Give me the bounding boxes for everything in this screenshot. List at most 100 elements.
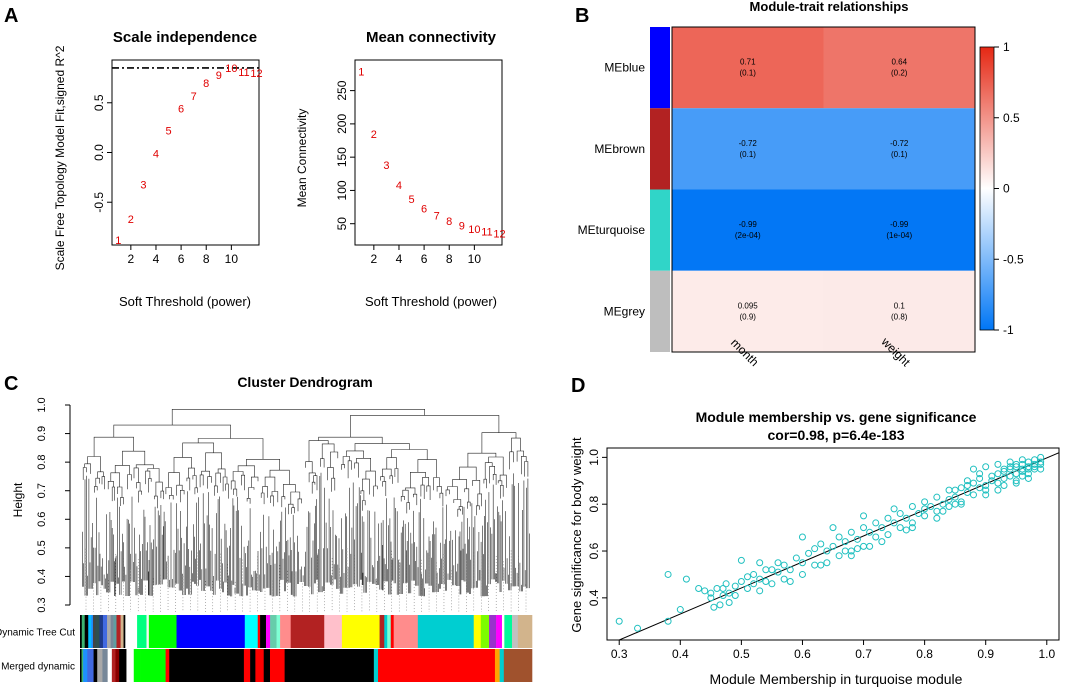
module-color-segment	[83, 649, 88, 682]
gene-point	[847, 528, 855, 536]
module-color-segment	[269, 649, 285, 682]
x-tick-label: 0.7	[855, 647, 872, 661]
power-point: 10	[225, 63, 237, 75]
power-point: 6	[421, 203, 427, 215]
module-color-segment	[102, 615, 108, 648]
power-point: 9	[216, 70, 222, 82]
module-color-segment	[120, 615, 124, 648]
gene-point	[1031, 456, 1039, 464]
module-color-segment	[393, 615, 419, 648]
gene-point	[841, 547, 849, 555]
module-color-segment	[137, 615, 147, 648]
module-color-segment	[119, 649, 127, 682]
module-color-swatch	[650, 189, 670, 271]
y-tick-label: 50	[335, 217, 349, 231]
cluster-dendrogram: 0.3 0.4 0.5 0.6 0.7 0.8 0.9 1.0 Dynamic Tree Cut…	[0, 397, 533, 682]
y-tick-label: 0.0	[92, 144, 106, 161]
x-tick-label: 0.4	[672, 647, 689, 661]
panel-d-label: D	[571, 375, 585, 397]
module-label: MEblue	[604, 61, 645, 75]
module-color-segment	[257, 615, 261, 648]
x-tick-label: 8	[203, 252, 210, 266]
power-point: 3	[383, 160, 389, 172]
module-color-segment	[280, 615, 291, 648]
heatmap-cell	[823, 189, 975, 271]
plot-area	[615, 452, 1059, 640]
gene-point	[957, 484, 965, 492]
gene-point	[1024, 463, 1032, 471]
x-tick-label: 4	[396, 252, 403, 266]
gene-point	[774, 568, 782, 576]
module-color-segment	[489, 615, 497, 648]
gene-point	[890, 519, 898, 527]
gene-point	[798, 533, 806, 541]
gene-point	[957, 498, 965, 506]
scale-independence-title: Scale independence	[113, 29, 257, 46]
gene-point	[664, 617, 672, 625]
gene-point	[743, 584, 751, 592]
gene-point	[860, 524, 868, 532]
gene-point	[1031, 460, 1039, 468]
x-tick-label: 1.0	[1038, 647, 1055, 661]
module-color-segment	[384, 615, 388, 648]
y-tick-label: 0.4	[587, 589, 601, 606]
heatmap-cell	[672, 270, 824, 352]
module-color-segment	[95, 615, 100, 648]
module-label: MEgrey	[604, 304, 645, 318]
y-tick-label: 1.0	[36, 397, 48, 412]
legend-tick-label: 1	[1003, 40, 1010, 54]
gene-point	[1012, 460, 1020, 468]
gene-point	[792, 554, 800, 562]
gene-point	[823, 547, 831, 555]
gene-point	[988, 477, 996, 485]
y-tick-label: 0.8	[587, 496, 601, 513]
gene-point	[817, 540, 825, 548]
y-tick-label: 0.4	[36, 569, 48, 584]
module-color-segment	[80, 615, 83, 648]
gene-point	[722, 580, 730, 588]
module-color-segment	[511, 615, 519, 648]
module-color-segment	[276, 615, 281, 648]
x-tick-label: 6	[421, 252, 428, 266]
gene-point	[835, 533, 843, 541]
gene-point	[756, 587, 764, 595]
gene-point	[982, 491, 990, 499]
y-tick-label: 0.7	[36, 483, 48, 498]
gene-point	[1037, 453, 1045, 461]
module-color-segment	[165, 649, 170, 682]
membership-title: Module membership vs. gene significance	[696, 409, 977, 425]
module-color-segment	[81, 649, 84, 682]
power-point: 2	[371, 129, 377, 141]
module-color-segment	[243, 649, 251, 682]
cell-pvalue: (0.2)	[891, 69, 908, 78]
legend-tick-label: 0.5	[1003, 111, 1020, 125]
module-color-segment	[125, 615, 138, 648]
power-point: 11	[481, 227, 492, 239]
dendrogram-title: Cluster Dendrogram	[237, 374, 372, 390]
module-color-segment	[494, 649, 500, 682]
module-color-segment	[146, 615, 150, 648]
gene-point	[676, 606, 684, 614]
gene-point	[737, 556, 745, 564]
membership-subtitle: cor=0.98, p=6.4e-183	[768, 427, 905, 443]
module-color-segment	[379, 615, 385, 648]
gene-point	[963, 477, 971, 485]
x-tick-label: 10	[468, 252, 482, 266]
panel-d: D Module membership vs. gene significanc…	[569, 375, 1060, 687]
module-color-segment	[161, 615, 166, 648]
module-color-segment	[480, 615, 490, 648]
module-color-segment	[107, 615, 111, 648]
track-label: Merged dynamic	[1, 662, 75, 673]
gene-point	[731, 592, 739, 600]
gene-point	[762, 577, 770, 585]
power-point: 8	[446, 216, 452, 228]
module-color-segment	[176, 615, 246, 648]
gene-point	[853, 535, 861, 543]
gene-point	[969, 465, 977, 473]
gene-point	[982, 486, 990, 494]
gene-point	[786, 566, 794, 574]
gene-point	[1024, 470, 1032, 478]
gene-point	[737, 577, 745, 585]
gene-point	[1024, 458, 1032, 466]
cell-correlation: 0.64	[891, 58, 907, 67]
